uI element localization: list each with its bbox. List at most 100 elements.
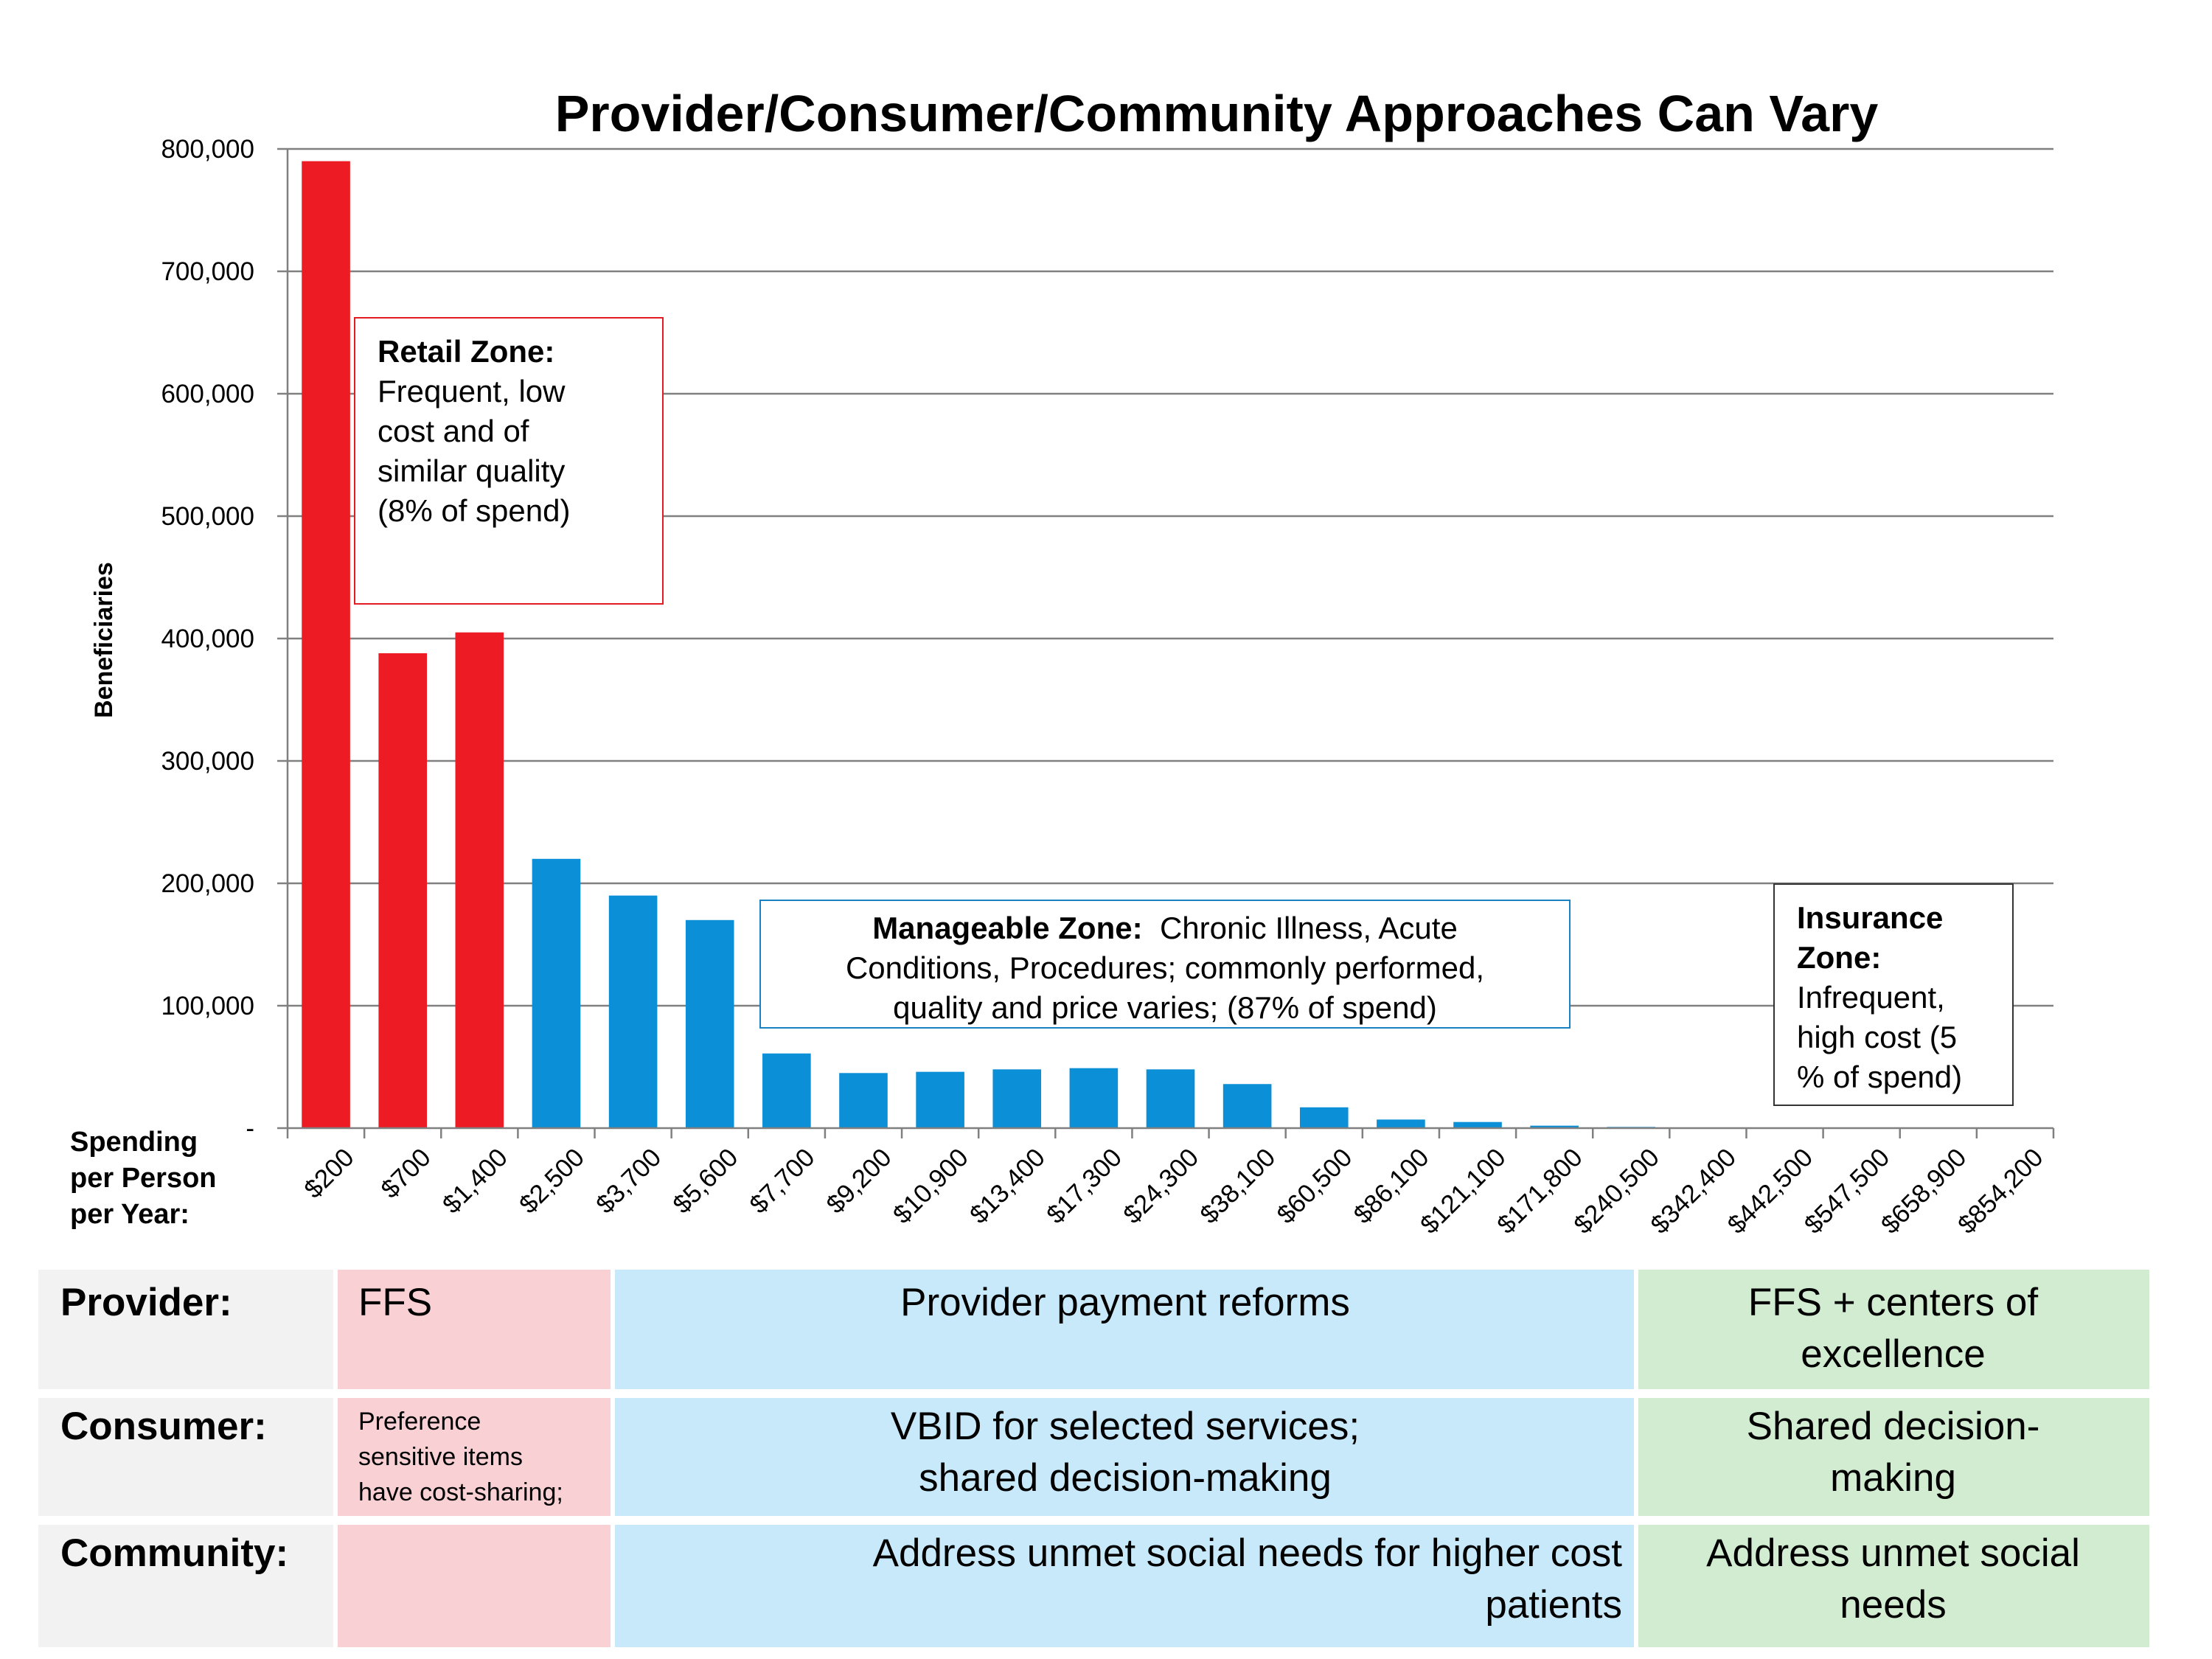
- x-tick-label: $3,700: [591, 1143, 667, 1219]
- x-tick-label: $13,400: [964, 1143, 1051, 1229]
- x-tick-label: $60,500: [1271, 1143, 1357, 1229]
- bar: [839, 1073, 888, 1128]
- x-tick-label: $17,300: [1041, 1143, 1127, 1229]
- provider-label: Provider:: [38, 1270, 336, 1394]
- bar: [685, 919, 734, 1128]
- cell-line: FFS + centers of: [1747, 1281, 2039, 1324]
- x-tick-label: $2,500: [514, 1143, 590, 1219]
- x-axis-label-line: per Year:: [70, 1199, 189, 1230]
- cell-line: sensitive items: [358, 1443, 523, 1471]
- bar: [916, 1071, 964, 1128]
- retail-zone-annotation: Retail Zone: Frequent, low cost and of s…: [354, 317, 664, 605]
- x-tick-label: $700: [375, 1143, 437, 1204]
- cell-line: VBID for selected services;: [890, 1405, 1360, 1448]
- insurance-zone-title: Insurance: [1797, 900, 1944, 935]
- bar: [1146, 1069, 1195, 1128]
- cell-line: excellence: [1801, 1332, 1986, 1376]
- cell-line: have cost-sharing;: [358, 1478, 563, 1506]
- bar: [1377, 1119, 1425, 1128]
- x-axis-ticks: $200 $700 $1,400 $2,500 $3,700 $5,600 $7,700 $9…: [299, 1143, 2049, 1239]
- community-manageable-cell: Address unmet social needs for higher co…: [613, 1520, 1637, 1647]
- bar: [992, 1069, 1042, 1128]
- bar: [762, 1053, 811, 1128]
- consumer-manageable-cell: VBID for selected services; shared decis…: [613, 1394, 1637, 1520]
- cell-line: needs: [1840, 1583, 1947, 1627]
- cell-line: patients: [1485, 1583, 1622, 1627]
- x-tick-label: $7,700: [744, 1143, 820, 1219]
- x-axis-label: Spending per Person per Year:: [70, 1124, 217, 1233]
- provider-retail-cell: FFS: [336, 1270, 613, 1394]
- y-tick-label: 400,000: [161, 625, 254, 653]
- y-tick-label: -: [246, 1114, 254, 1143]
- column-divider: [1634, 1270, 1638, 1647]
- community-retail-cell: [336, 1520, 613, 1647]
- x-tick-label: $1,400: [437, 1143, 513, 1219]
- axes: [277, 147, 2055, 1138]
- cell-line: Address unmet social needs for higher co…: [872, 1531, 1622, 1575]
- row-divider: [38, 1516, 2149, 1525]
- insurance-zone-annotation: Insurance Zone: Infrequent, high cost (5…: [1773, 883, 2014, 1106]
- x-tick-label: $10,900: [888, 1143, 974, 1229]
- bar: [608, 895, 658, 1128]
- bar: [455, 632, 504, 1128]
- bar: [1453, 1121, 1502, 1128]
- row-divider: [38, 1389, 2149, 1398]
- cell-line: shared decision-making: [919, 1456, 1332, 1500]
- y-tick-label: 700,000: [161, 257, 254, 286]
- insurance-zone-text: Infrequent,: [1797, 980, 1945, 1015]
- manageable-zone-text: quality and price varies; (87% of spend): [893, 990, 1437, 1025]
- community-label: Community:: [38, 1520, 336, 1647]
- insurance-zone-title: Zone:: [1797, 940, 1882, 975]
- cell-line: Shared decision-: [1746, 1405, 2040, 1448]
- gridlines: [288, 147, 2053, 1007]
- x-axis-label-line: Spending: [70, 1127, 198, 1158]
- x-tick-label: $24,300: [1118, 1143, 1204, 1229]
- cell-line: Preference: [358, 1408, 481, 1436]
- community-row: Community: Address unmet social needs fo…: [38, 1520, 2149, 1647]
- bar: [1069, 1068, 1119, 1128]
- y-axis-label: Beneficiaries: [90, 562, 118, 718]
- manageable-zone-annotation: Manageable Zone: Chronic Illness, Acute …: [759, 900, 1571, 1029]
- provider-row: Provider: FFS Provider payment reforms F…: [38, 1270, 2149, 1394]
- bar-chart: Provider/Consumer/Community Approaches C…: [90, 85, 2055, 1239]
- manageable-zone-line: Manageable Zone: Chronic Illness, Acute: [774, 908, 1556, 948]
- cell-line: Address unmet social: [1706, 1531, 2080, 1575]
- bar: [1530, 1125, 1579, 1128]
- bar: [1299, 1107, 1349, 1128]
- bars: [302, 161, 2039, 1129]
- chart-title: Provider/Consumer/Community Approaches C…: [555, 85, 1879, 142]
- column-divider: [611, 1270, 615, 1647]
- consumer-row: Consumer: Preference sensitive items hav…: [38, 1394, 2149, 1520]
- y-tick-label: 200,000: [161, 869, 254, 898]
- consumer-label: Consumer:: [38, 1394, 336, 1520]
- insurance-zone-text: % of spend): [1797, 1060, 1963, 1094]
- y-axis-ticks: - 100,000 200,000 300,000 400,000 500,000 600,…: [161, 135, 254, 1143]
- y-tick-label: 500,000: [161, 502, 254, 531]
- bar: [1222, 1084, 1272, 1128]
- x-axis-label-line: per Person: [70, 1163, 217, 1194]
- provider-insurance-cell: FFS + centers of excellence: [1637, 1270, 2149, 1394]
- consumer-insurance-cell: Shared decision- making: [1637, 1394, 2149, 1520]
- retail-zone-text: (8% of spend): [378, 493, 571, 528]
- x-tick-label: $9,200: [821, 1143, 897, 1219]
- retail-zone-text: similar quality: [378, 453, 566, 488]
- bar: [532, 858, 581, 1128]
- y-tick-label: 100,000: [161, 992, 254, 1020]
- y-tick-label: 600,000: [161, 380, 254, 408]
- bar: [378, 653, 427, 1128]
- consumer-retail-cell: Preference sensitive items have cost-sha…: [336, 1394, 613, 1520]
- community-insurance-cell: Address unmet social needs: [1637, 1520, 2149, 1647]
- cell-line: making: [1830, 1456, 1956, 1500]
- manageable-zone-title: Manageable Zone:: [872, 911, 1143, 945]
- manageable-zone-text: Chronic Illness, Acute: [1159, 911, 1458, 945]
- retail-zone-text: cost and of: [378, 414, 529, 448]
- manageable-zone-text: Conditions, Procedures; commonly perform…: [845, 950, 1485, 985]
- x-tick-label: $5,600: [667, 1143, 743, 1219]
- retail-zone-text: Frequent, low: [378, 374, 566, 408]
- x-tick-label: $38,100: [1194, 1143, 1281, 1229]
- insurance-zone-text: high cost (5: [1797, 1020, 1958, 1054]
- x-tick-label: $200: [299, 1143, 360, 1204]
- retail-zone-title: Retail Zone:: [378, 334, 555, 369]
- column-divider: [333, 1270, 338, 1647]
- x-tick-label: $854,200: [1952, 1143, 2049, 1239]
